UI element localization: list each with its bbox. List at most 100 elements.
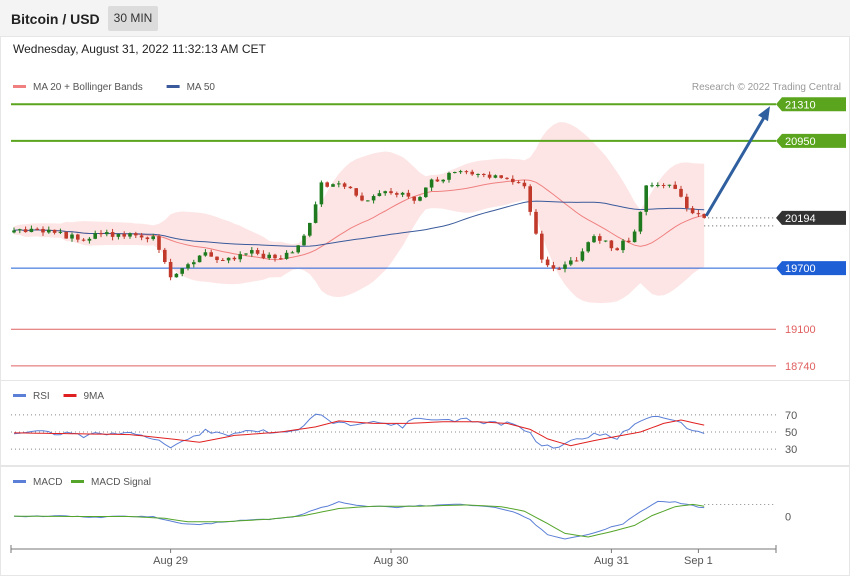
price-tag-20950	[776, 133, 846, 148]
chart-header: Bitcoin / USD 30 MIN	[0, 0, 850, 36]
candle-body	[499, 175, 503, 178]
candle-body	[215, 256, 219, 261]
x-tick-label-0: Aug 29	[153, 555, 188, 567]
macd-legend-swatch-0	[13, 480, 26, 483]
candle-body	[238, 254, 242, 260]
timestamp: Wednesday, August 31, 2022 11:32:13 AM C…	[13, 42, 266, 56]
candle-body	[366, 200, 370, 202]
candle-body	[418, 197, 422, 201]
candle-body	[122, 233, 126, 237]
price-label-19100: 19100	[785, 324, 816, 336]
candle-body	[476, 173, 480, 175]
candle-body	[464, 171, 469, 173]
candle-body	[569, 260, 573, 265]
candle-body	[598, 236, 602, 241]
main-legend-swatch-0	[13, 85, 26, 88]
candle-body	[557, 268, 561, 270]
candle-body	[406, 192, 411, 197]
candle-body	[621, 240, 625, 251]
timeframe-button[interactable]: 30 MIN	[108, 6, 158, 31]
rsi-legend-label-0: RSI	[33, 391, 50, 402]
candle-body	[528, 186, 532, 212]
candle-body	[244, 253, 248, 255]
main-legend-label-0: MA 20 + Bollinger Bands	[33, 82, 143, 93]
candle-body	[580, 251, 585, 261]
candle-body	[226, 257, 231, 261]
price-tag-text-19700: 19700	[785, 263, 816, 275]
candle-body	[296, 245, 300, 253]
rsi-legend-swatch-0	[13, 394, 26, 397]
candle-body	[134, 233, 138, 236]
candle-body	[545, 259, 550, 266]
candle-body	[632, 231, 637, 243]
instrument-title: Bitcoin / USD	[11, 11, 100, 27]
candle-body	[586, 242, 590, 252]
candle-body	[290, 252, 295, 254]
price-tag-21310	[776, 97, 846, 112]
candle-body	[679, 188, 683, 197]
candle-body	[250, 250, 254, 254]
candle-body	[93, 233, 97, 239]
candle-body	[128, 233, 132, 237]
candle-body	[273, 254, 277, 259]
candle-body	[58, 231, 63, 233]
forecast-arrow-head	[758, 106, 770, 122]
candle-body	[644, 185, 648, 212]
candle-body	[667, 184, 672, 186]
candle-body	[180, 268, 184, 274]
rsi-ma-line	[14, 419, 705, 447]
candle-body	[342, 183, 347, 187]
rsi-legend-label-1: 9MA	[84, 391, 105, 402]
candle-body	[348, 186, 353, 189]
price-tag-text-21310: 21310	[785, 99, 816, 111]
candle-body	[18, 229, 22, 231]
candle-body	[29, 228, 34, 233]
candle-body	[139, 235, 144, 238]
candle-body	[412, 196, 416, 201]
candle-body	[609, 240, 614, 249]
forecast-arrow	[704, 113, 768, 217]
candle-body	[389, 191, 393, 194]
price-tag-19700	[776, 261, 846, 276]
candle-body	[505, 177, 509, 179]
candle-body	[221, 260, 225, 262]
candle-body	[395, 193, 399, 195]
candle-body	[325, 182, 329, 187]
candle-body	[186, 264, 190, 269]
candle-body	[12, 230, 16, 233]
candle-body	[110, 232, 115, 237]
candle-body	[424, 187, 428, 198]
candle-body	[551, 265, 556, 269]
candle-body	[192, 262, 196, 265]
candle-body	[279, 258, 283, 260]
candle-body	[487, 174, 492, 178]
rsi-level-label-70: 70	[785, 410, 797, 422]
candle-body	[308, 222, 312, 236]
candle-body	[627, 240, 631, 243]
candle-body	[696, 213, 701, 215]
candle-body	[603, 240, 608, 242]
candle-body	[47, 229, 51, 233]
candle-body	[145, 237, 150, 240]
candle-body	[70, 234, 74, 239]
main-legend-swatch-1	[166, 85, 180, 88]
candle-body	[319, 182, 324, 205]
candle-body	[534, 211, 538, 234]
candle-body	[656, 184, 660, 186]
candle-body	[453, 172, 457, 174]
candle-body	[574, 260, 579, 262]
candle-body	[174, 273, 179, 278]
copyright-text: Research © 2022 Trading Central	[692, 82, 841, 93]
x-tick-label-1: Aug 30	[374, 555, 409, 567]
rsi-level-label-50: 50	[785, 427, 797, 439]
rsi-level-label-30: 30	[785, 444, 797, 456]
macd-legend-swatch-1	[71, 480, 84, 483]
candle-body	[522, 182, 527, 187]
candle-body	[516, 182, 521, 184]
candle-body	[511, 178, 515, 183]
candle-body	[592, 236, 596, 243]
candle-body	[151, 236, 155, 240]
candle-body	[35, 228, 39, 230]
candle-body	[23, 229, 28, 233]
candle-body	[360, 195, 364, 201]
